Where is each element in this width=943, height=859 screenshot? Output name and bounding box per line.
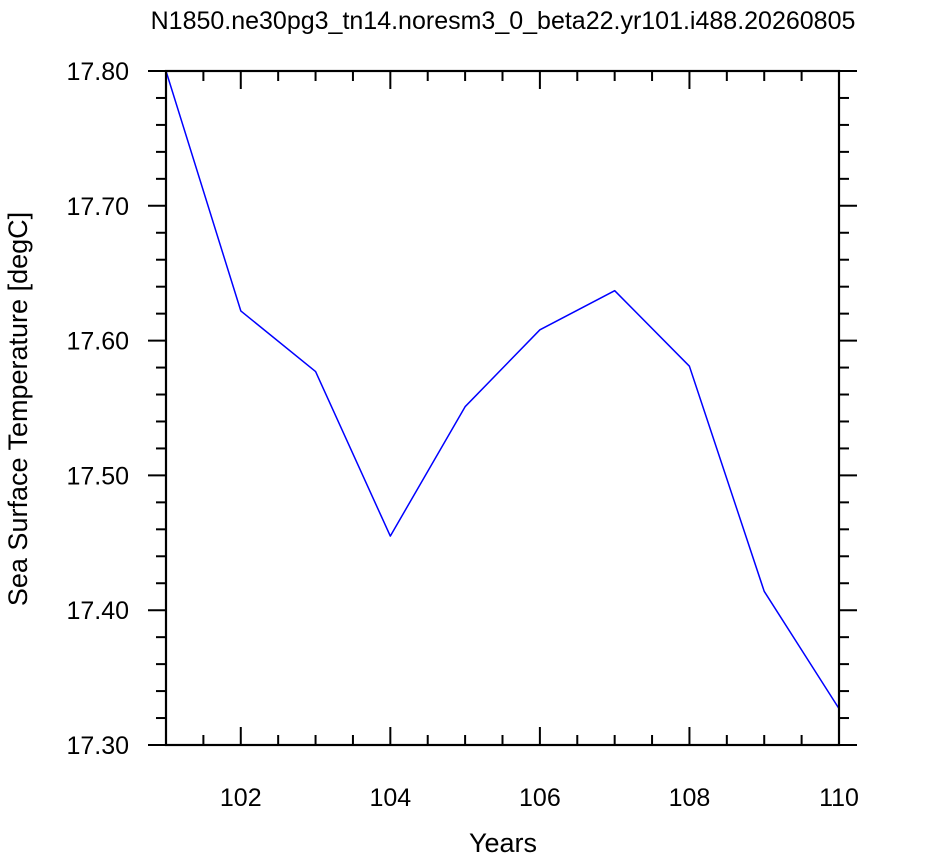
x-tick-label: 108 <box>669 784 711 812</box>
x-axis-label: Years <box>469 828 537 858</box>
y-tick-label: 17.40 <box>66 597 129 625</box>
plot-background <box>166 71 839 745</box>
data-layer <box>165 70 840 710</box>
chart-title: N1850.ne30pg3_tn14.noresm3_0_beta22.yr10… <box>151 7 856 35</box>
x-tick-label: 102 <box>220 784 262 812</box>
x-tick-label: 104 <box>369 784 411 812</box>
plot-area <box>164 69 841 747</box>
x-tick-label: 110 <box>819 784 859 812</box>
y-axis-label: Sea Surface Temperature [degC] <box>3 212 33 606</box>
y-tick-label: 17.80 <box>66 58 129 86</box>
y-axis-tick-labels: 17.30 17.40 17.50 17.60 17.70 17.80 <box>66 58 129 760</box>
y-tick-label: 17.30 <box>66 732 129 760</box>
x-axis-tick-labels: 102 104 106 108 110 <box>220 784 859 812</box>
x-tick-label: 106 <box>519 784 561 812</box>
y-tick-label: 17.60 <box>66 328 129 356</box>
y-tick-label: 17.50 <box>66 462 129 490</box>
x-axis-ticks <box>165 71 840 745</box>
y-axis-ticks <box>148 70 857 746</box>
y-tick-label: 17.70 <box>66 193 129 221</box>
series-line <box>165 70 840 710</box>
